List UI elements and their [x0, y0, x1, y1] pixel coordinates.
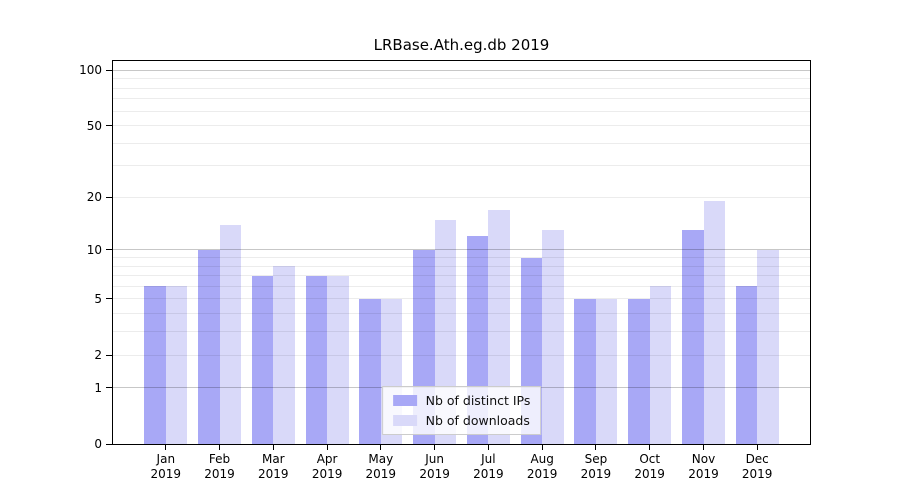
bar-downloads-nov [703, 201, 725, 444]
x-tick-mark [434, 445, 436, 450]
y-tick-label: 20 [86, 190, 102, 205]
bar-downloads-feb [219, 224, 241, 444]
y-tick-label: 50 [86, 118, 102, 133]
y-tick-mark [106, 249, 112, 251]
x-tick-label: May 2019 [365, 452, 397, 481]
x-tick-label: Feb 2019 [204, 452, 235, 481]
x-tick-label: Jun 2019 [419, 452, 450, 481]
x-tick-mark [703, 445, 704, 450]
plot-area: Nb of distinct IPs Nb of downloads [112, 60, 811, 445]
x-tick-label: Aug 2019 [526, 452, 558, 481]
bar-distinct-ips-dec [735, 286, 758, 444]
bar-distinct-ips-oct [628, 298, 650, 444]
bar-downloads-aug [542, 230, 564, 444]
y-tick-mark [106, 69, 112, 71]
legend-swatch-distinct-ips [392, 395, 417, 406]
x-tick-label: Dec 2019 [741, 452, 773, 481]
bar-distinct-ips-jan [144, 286, 166, 444]
x-tick-label: Oct 2019 [634, 452, 665, 481]
x-tick-label: Nov 2019 [688, 452, 719, 481]
y-tick-mark [106, 354, 112, 356]
bar-downloads-sep [595, 298, 618, 444]
legend-label-downloads: Nb of downloads [425, 413, 530, 428]
bar-downloads-jul [488, 209, 510, 444]
x-tick-mark [219, 445, 220, 450]
bar-downloads-apr [327, 275, 349, 444]
bar-distinct-ips-may [359, 298, 381, 444]
legend-entry-downloads: Nb of downloads [392, 413, 531, 428]
bar-distinct-ips-mar [251, 275, 274, 444]
y-tick-mark [106, 196, 112, 198]
y-tick-label: 10 [86, 242, 102, 257]
x-tick-label: Sep 2019 [580, 452, 612, 481]
bar-distinct-ips-sep [574, 298, 596, 444]
y-tick-mark [106, 443, 112, 445]
x-tick-mark [326, 445, 328, 450]
bar-downloads-oct [649, 286, 672, 444]
y-tick-label: 0 [94, 437, 102, 451]
legend-label-distinct-ips: Nb of distinct IPs [425, 393, 531, 408]
y-tick-label: 1 [94, 380, 102, 395]
legend: Nb of distinct IPs Nb of downloads [381, 386, 542, 435]
x-tick-mark [595, 445, 597, 450]
x-tick-mark [272, 445, 274, 450]
y-tick-mark [106, 125, 112, 127]
x-tick-mark [756, 445, 758, 450]
y-tick-label: 5 [94, 291, 102, 306]
y-tick-mark [106, 298, 112, 300]
x-tick-mark [649, 445, 651, 450]
bar-downloads-dec [757, 249, 779, 444]
chart-title: LRBase.Ath.eg.db 2019 [373, 36, 550, 54]
x-tick-mark [541, 445, 543, 450]
x-tick-mark [380, 445, 382, 450]
y-tick-mark [106, 387, 112, 389]
legend-entry-distinct-ips: Nb of distinct IPs [392, 393, 531, 408]
legend-swatch-downloads [392, 415, 417, 426]
x-tick-label: Apr 2019 [311, 452, 343, 481]
x-tick-mark [165, 445, 167, 450]
y-tick-label: 100 [79, 63, 102, 78]
y-tick-label: 2 [94, 348, 102, 363]
x-tick-label: Jan 2019 [150, 452, 182, 481]
x-tick-label: Mar 2019 [258, 452, 289, 481]
bar-distinct-ips-feb [198, 249, 220, 444]
bar-downloads-mar [273, 266, 295, 444]
bar-distinct-ips-nov [682, 230, 704, 444]
bar-distinct-ips-apr [305, 275, 328, 444]
x-tick-label: Jul 2019 [473, 452, 504, 481]
x-tick-mark [487, 445, 489, 450]
bar-downloads-jan [165, 286, 188, 444]
